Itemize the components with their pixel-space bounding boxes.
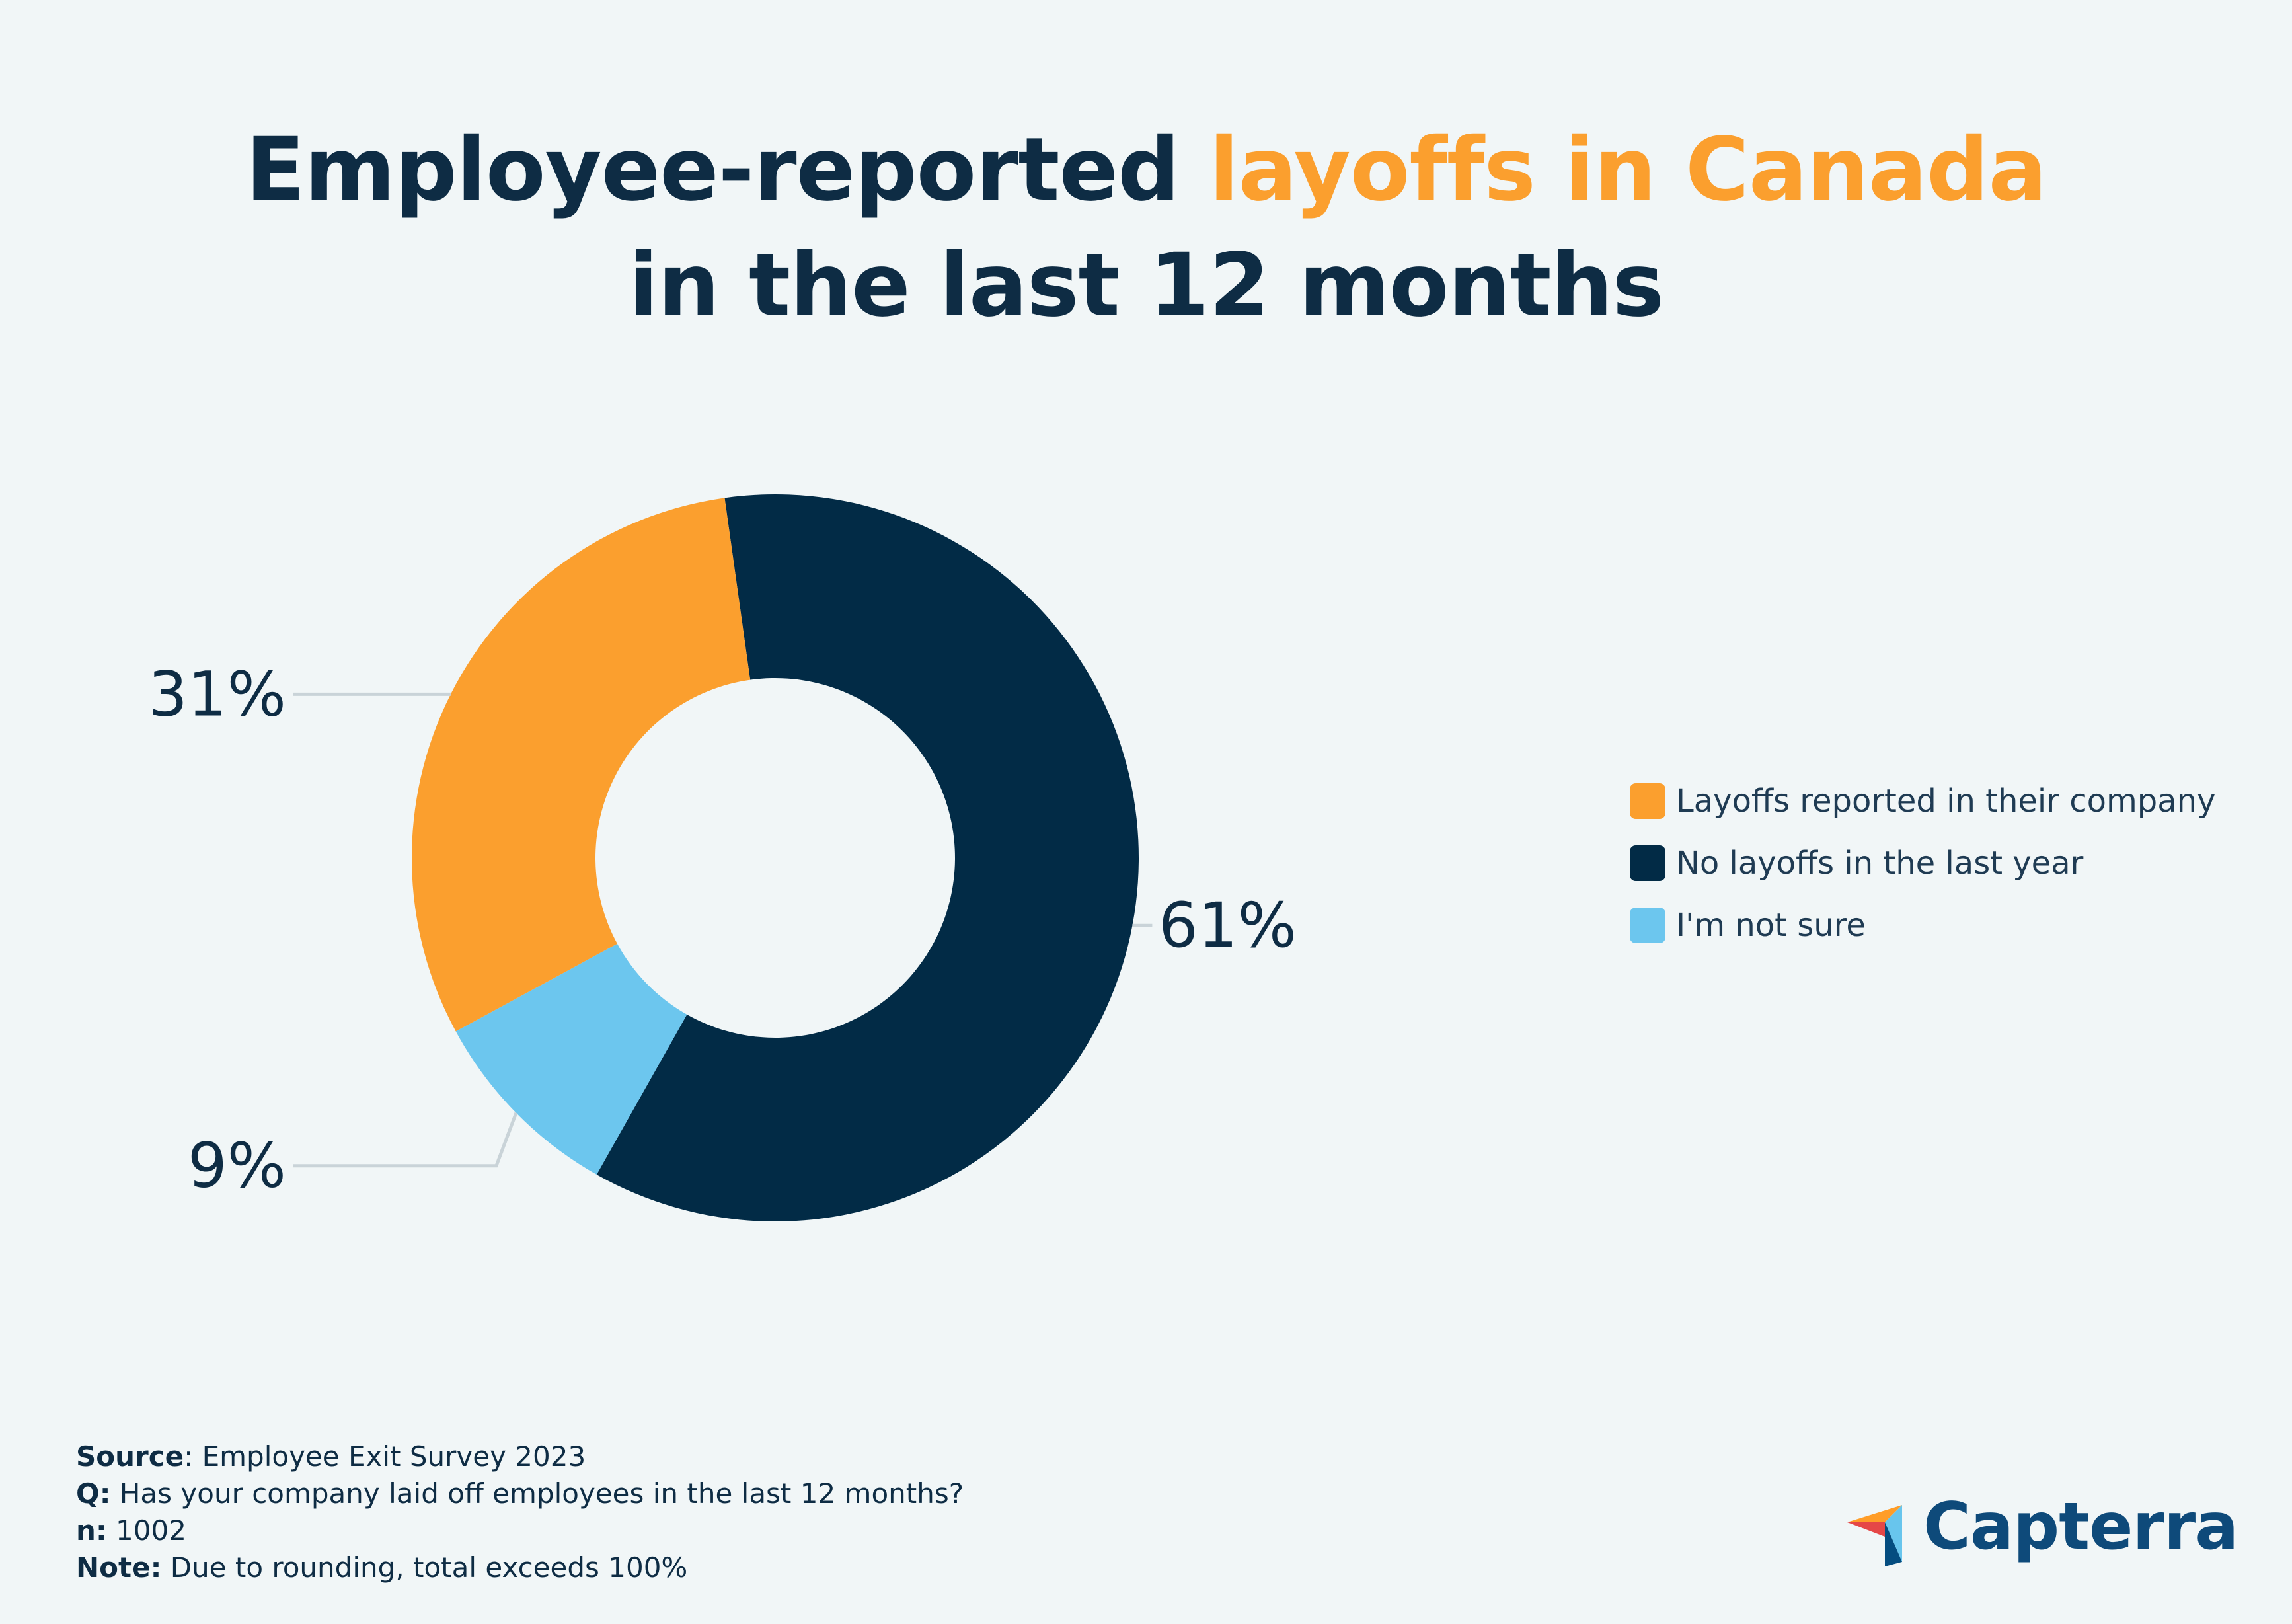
donut-slices (411, 494, 1139, 1221)
note-line: Note: Due to rounding, total exceeds 100… (76, 1549, 1266, 1586)
legend: Layoffs reported in their company No lay… (1630, 770, 2225, 956)
legend-swatch-orange (1630, 783, 1665, 819)
source-label: Source (76, 1440, 184, 1473)
source-text: : Employee Exit Survey 2023 (184, 1440, 586, 1473)
title-accent: layoffs in Canada (1209, 119, 2047, 221)
question-line: Q: Has your company laid off employees i… (76, 1475, 1266, 1512)
capterra-logo: Capterra (1844, 1484, 2238, 1570)
legend-item-no-layoffs[interactable]: No layoffs in the last year (1630, 832, 2225, 894)
title-line-1: Employee-reported layoffs in Canada (0, 112, 2292, 228)
note-label: Note: (76, 1551, 162, 1584)
legend-item-layoffs[interactable]: Layoffs reported in their company (1630, 770, 2225, 832)
leader-lines (293, 692, 1153, 1168)
chart-title: Employee-reported layoffs in Canada in t… (0, 112, 2292, 344)
source-line: Source: Employee Exit Survey 2023 (76, 1438, 1266, 1475)
legend-swatch-navy (1630, 845, 1665, 881)
legend-swatch-lightblue (1630, 908, 1665, 943)
slice-no-layoffs[interactable] (596, 494, 1139, 1221)
capterra-logo-icon (1847, 1505, 1902, 1566)
legend-label-layoffs: Layoffs reported in their company (1676, 783, 2216, 820)
footer-notes: Source: Employee Exit Survey 2023 Q: Has… (76, 1438, 1266, 1586)
sample-size-label: n: (76, 1514, 107, 1547)
legend-label-no-layoffs: No layoffs in the last year (1676, 845, 2084, 882)
label-no-layoffs: 61% (1159, 890, 1297, 962)
leader-not-sure (293, 1112, 518, 1168)
label-layoffs: 31% (148, 658, 286, 730)
sample-size-line: n: 1002 (76, 1512, 1266, 1549)
slice-layoffs[interactable] (411, 498, 751, 1032)
slice-not-sure[interactable] (455, 943, 687, 1175)
question-text: Has your company laid off employees in t… (110, 1477, 964, 1510)
data-labels: 31% 61% 9% (148, 658, 1297, 1202)
legend-label-not-sure: I'm not sure (1676, 907, 1866, 944)
question-label: Q: (76, 1477, 111, 1510)
note-text: Due to rounding, total exceeds 100% (161, 1551, 688, 1584)
title-part-1: Employee-reported (245, 119, 1209, 221)
capterra-logo-text: Capterra (1923, 1489, 2238, 1565)
sample-size-text: 1002 (106, 1514, 186, 1547)
legend-item-not-sure[interactable]: I'm not sure (1630, 894, 2225, 956)
title-line-2: in the last 12 months (628, 235, 1664, 336)
label-not-sure: 9% (188, 1130, 286, 1202)
